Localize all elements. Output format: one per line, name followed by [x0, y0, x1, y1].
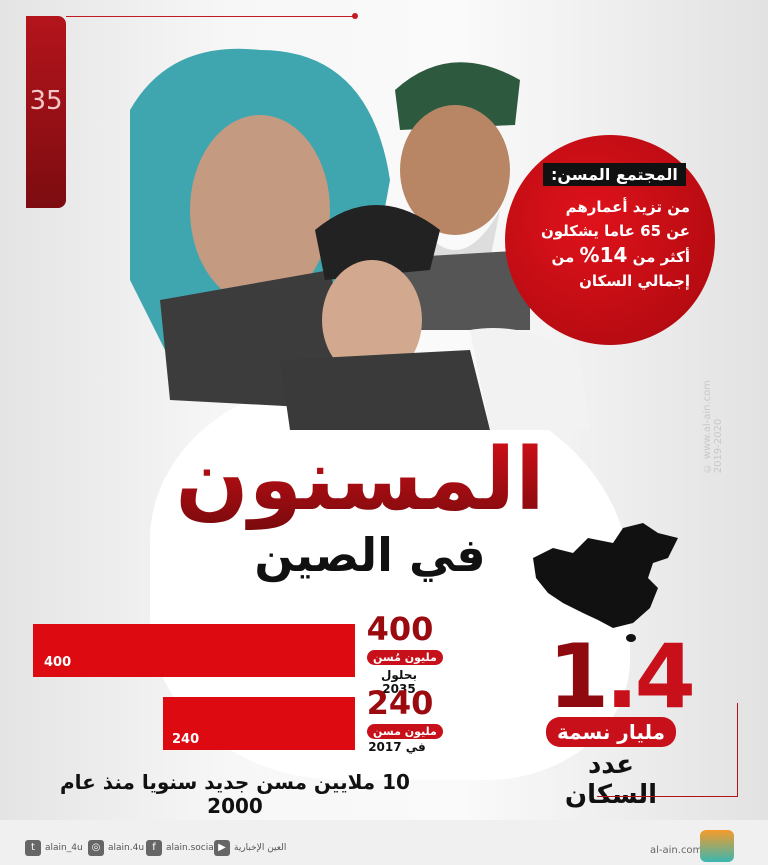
footer: [0, 820, 768, 865]
callout-text-part: من: [551, 248, 575, 266]
watermark: © www.al-ain.com 2019-2020: [702, 380, 724, 474]
bar-2017: [163, 697, 355, 750]
population-whole: 1: [548, 625, 609, 728]
divider: [66, 16, 356, 17]
china-map-icon: [533, 523, 678, 642]
bar-value: 400: [366, 610, 434, 648]
bar-period: بحلول 2035: [381, 668, 417, 696]
facebook-icon: f: [146, 840, 162, 856]
callout-percent: 14%: [579, 243, 628, 267]
bar-value-label: 400: [44, 655, 72, 670]
instagram-link[interactable]: ◎ alain.4u: [88, 840, 144, 856]
bar-value: 240: [366, 684, 434, 722]
watermark-years: 2019-2020: [713, 418, 724, 474]
logo-text: 35: [29, 86, 63, 116]
population-value: 1.4: [548, 632, 696, 722]
site-link[interactable]: al-ain.com: [650, 845, 703, 856]
callout-line: عن 65 عاما يشكلون: [540, 222, 690, 240]
population-decimal: .4: [605, 625, 696, 728]
social-label: alain_4u: [45, 843, 83, 853]
divider-dot: [352, 13, 358, 19]
social-label: alain.4u: [108, 843, 145, 853]
callout-line: إجمالي السكان: [579, 272, 690, 290]
callout-line: من تزيد أعمارهم: [565, 198, 690, 216]
page-subtitle: في الصين: [254, 528, 486, 582]
bar-unit: مليون مُسن: [367, 650, 443, 665]
watermark-site: www.al-ain.com: [702, 380, 713, 460]
callout-title: المجتمع المسن:: [543, 163, 686, 186]
twitter-icon: t: [25, 840, 41, 856]
al-ain-logo: [700, 830, 734, 862]
population-unit: مليار نسمة: [546, 717, 676, 747]
youtube-icon: ▶: [214, 840, 230, 856]
bar-unit: مليون مسن: [367, 724, 443, 739]
bar-2035: [33, 624, 355, 677]
youtube-link[interactable]: ▶ العين الإخبارية: [214, 840, 286, 856]
callout-text: من تزيد أعمارهم عن 65 عاما يشكلون أكثر م…: [540, 195, 690, 293]
population-label: عدد السكان: [564, 750, 658, 810]
facebook-link[interactable]: f alain.social: [146, 840, 216, 856]
anniversary-logo: 35: [26, 16, 66, 208]
frame-line: [737, 703, 738, 796]
social-label: alain.social: [166, 843, 217, 853]
bar-period: في 2017: [368, 740, 426, 754]
instagram-icon: ◎: [88, 840, 104, 856]
annual-growth-note: 10 ملايين مسن جديد سنويا منذ عام 2000: [60, 770, 410, 818]
callout-line: أكثر من 14% من: [540, 243, 690, 269]
elderly-people-photo: [130, 48, 590, 430]
bar-value-label: 240: [172, 732, 200, 747]
social-label: العين الإخبارية: [234, 843, 287, 853]
twitter-link[interactable]: t alain_4u: [25, 840, 83, 856]
frame-line: [597, 796, 738, 797]
page-title: المسنون: [160, 430, 560, 530]
callout-text-part: أكثر من: [632, 248, 690, 266]
